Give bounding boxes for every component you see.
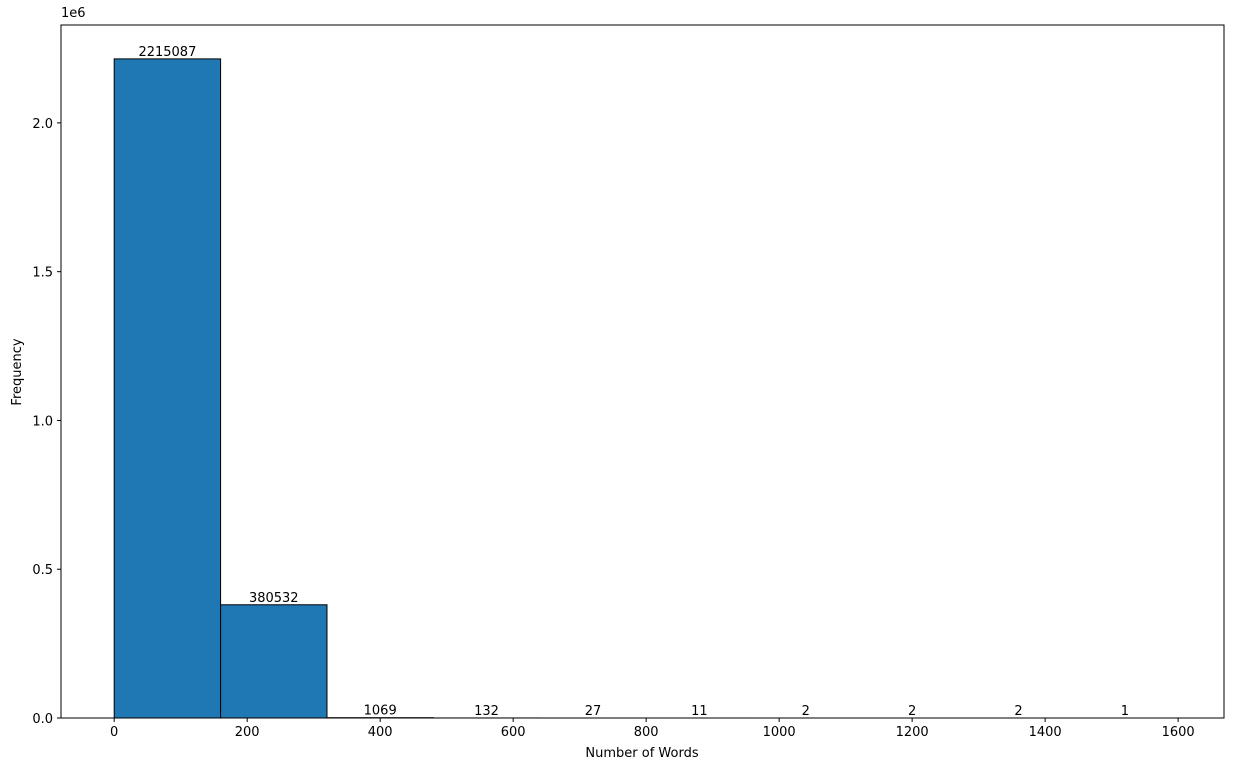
data-label: 2215087 [138, 45, 196, 60]
y-tick-label: 1.0 [32, 414, 53, 429]
bar [220, 604, 328, 719]
y-offset-label: 1e6 [61, 6, 86, 21]
plot-frame [60, 24, 1225, 719]
x-tick-label: 400 [368, 725, 393, 740]
data-label: 27 [585, 704, 602, 719]
data-label: 11 [691, 704, 708, 719]
y-tick-label: 0.5 [32, 563, 53, 578]
data-label: 2 [1014, 704, 1022, 719]
data-label: 2 [802, 704, 810, 719]
x-tick-label: 0 [110, 725, 118, 740]
y-axis-label: Frequency [10, 338, 25, 405]
y-tick-label: 2.0 [32, 117, 53, 132]
x-tick-label: 800 [634, 725, 659, 740]
x-tick-label: 1600 [1162, 725, 1195, 740]
data-label: 380532 [249, 591, 299, 606]
data-label: 1 [1121, 704, 1129, 719]
y-tick-label: 0.0 [32, 712, 53, 727]
data-label: 1069 [364, 704, 397, 719]
x-axis-label: Number of Words [585, 746, 698, 761]
data-label: 2 [908, 704, 916, 719]
y-tick-label: 1.5 [32, 266, 53, 281]
x-tick-label: 200 [235, 725, 260, 740]
data-label: 132 [474, 704, 499, 719]
x-tick-label: 1400 [1029, 725, 1062, 740]
x-tick-label: 600 [501, 725, 526, 740]
x-tick-label: 1200 [896, 725, 929, 740]
bar [113, 58, 222, 719]
x-tick-label: 1000 [763, 725, 796, 740]
